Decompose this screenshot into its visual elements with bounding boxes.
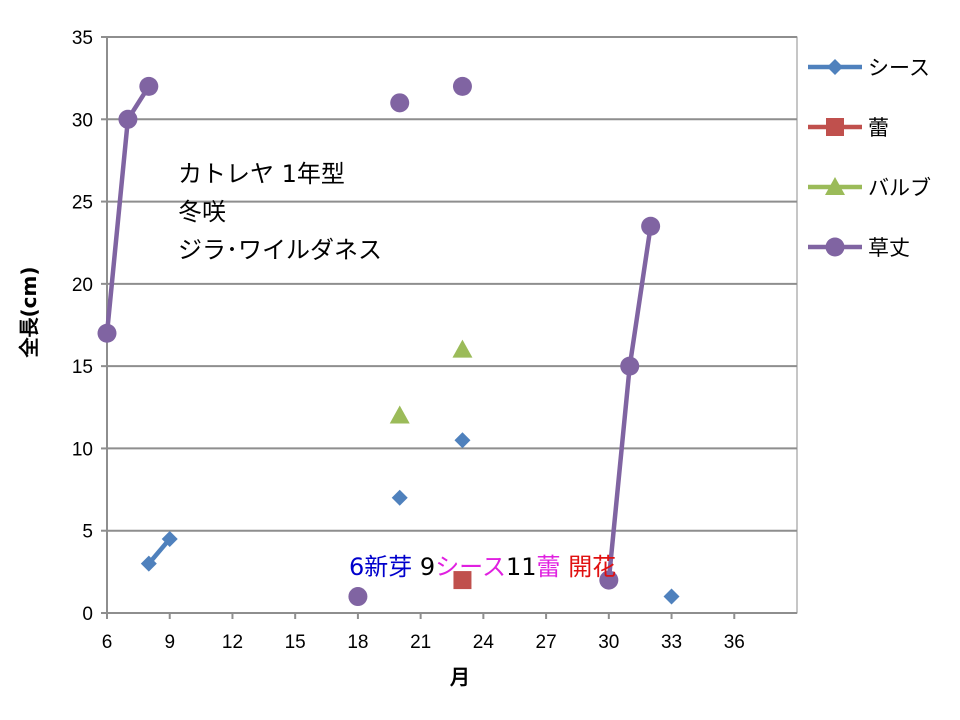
data-point (454, 432, 471, 449)
chart-note: カトレヤ 1年型 (178, 160, 345, 188)
annotation-item: 11 (506, 553, 537, 581)
data-point (452, 76, 472, 96)
y-tick-label: 15 (72, 357, 93, 378)
x-tick-label: 18 (347, 632, 368, 653)
legend-marker (826, 118, 844, 136)
data-point (140, 555, 157, 572)
legend-label: シース (868, 56, 930, 80)
data-point (118, 109, 138, 129)
data-point (453, 571, 472, 590)
annotation-item: 9 (420, 553, 435, 581)
y-axis-title: 全長(cm) (17, 267, 41, 359)
data-point (452, 339, 473, 358)
data-point (599, 570, 619, 590)
legend-label: 蕾 (868, 116, 889, 140)
y-tick-label: 0 (82, 604, 93, 625)
data-point (348, 587, 368, 607)
annotation-item: 6新芽 (349, 553, 420, 581)
annotation-item: 蕾 (537, 553, 569, 581)
data-point (389, 405, 410, 424)
y-tick-label: 30 (72, 110, 93, 131)
legend-marker (827, 59, 843, 75)
x-tick-label: 12 (222, 632, 243, 653)
plot-area: 0 5 10 15 20 25 30 35 6 9 12 15 18 21 24 27 30 33 36 月 全長(cm… (17, 28, 798, 689)
legend-label: 草丈 (868, 236, 910, 260)
x-tick-label: 9 (164, 632, 175, 653)
y-tick-label: 20 (72, 275, 93, 296)
x-tick-label: 36 (724, 632, 745, 653)
x-tick-label: 24 (473, 632, 495, 653)
y-tick-label: 35 (72, 28, 93, 49)
legend-marker (825, 177, 845, 195)
legend-label: バルブ (868, 176, 931, 200)
chart-note: ジラ･ワイルダネス (178, 236, 382, 264)
data-point (139, 76, 159, 96)
annotation-item: シース (435, 553, 506, 581)
chart-annotations: 6新芽 9シース11蕾 開花 (349, 553, 616, 581)
x-tick-label: 30 (598, 632, 619, 653)
annotation-line: 6新芽 9シース11蕾 開花 (349, 553, 616, 581)
data-point (161, 530, 178, 547)
x-axis-title: 月 (449, 665, 470, 689)
legend-marker (825, 237, 845, 257)
data-point (641, 216, 661, 236)
data-point (391, 489, 408, 506)
annotation-item: 開花 (568, 553, 616, 581)
y-tick-label: 25 (72, 193, 93, 214)
data-point (390, 93, 410, 113)
data-point (97, 323, 117, 343)
chart-note: 冬咲 (178, 198, 226, 226)
y-tick-label: 10 (72, 439, 93, 460)
plot-frame (106, 36, 798, 614)
data-point (663, 588, 680, 605)
data-point (620, 356, 640, 376)
x-tick-label: 27 (536, 632, 557, 653)
x-tick-label: 33 (661, 632, 682, 653)
x-tick-label: 21 (410, 632, 431, 653)
y-tick-label: 5 (82, 522, 93, 543)
x-tick-label: 6 (102, 632, 113, 653)
x-tick-label: 15 (285, 632, 306, 653)
